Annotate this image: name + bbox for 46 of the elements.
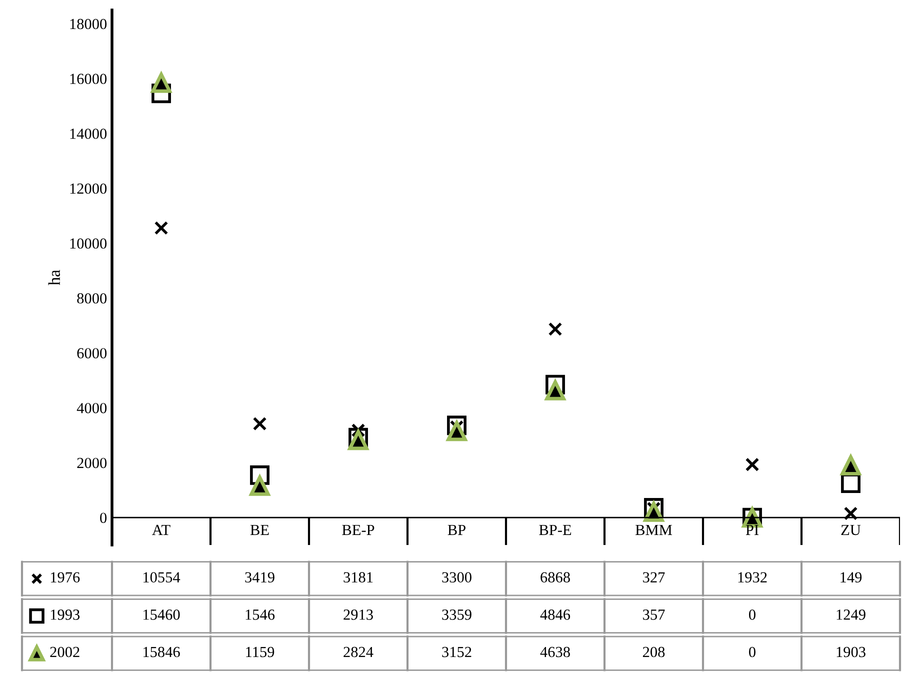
data-label: 15846 xyxy=(143,646,180,658)
x-tick-label: BP xyxy=(448,524,466,535)
y-tick-label: 0 xyxy=(100,512,107,524)
data-label: 327 xyxy=(643,572,665,582)
data-label: 1903 xyxy=(836,646,866,658)
data-label: 3181 xyxy=(344,572,373,582)
data-label: 3152 xyxy=(442,646,472,658)
data-label: 10554 xyxy=(143,572,180,582)
x-tick-label: BE-P xyxy=(342,524,374,535)
y-tick-label: 10000 xyxy=(70,238,107,249)
legend-label: 1993 xyxy=(50,610,80,620)
legend-label: 1976 xyxy=(50,572,80,582)
data-label: 4846 xyxy=(540,610,570,620)
data-label: 0 xyxy=(749,646,756,658)
x-tick-label: AT xyxy=(152,524,170,535)
y-axis-title: ha xyxy=(48,270,60,286)
y-tick-label: 4000 xyxy=(76,402,107,414)
x-tick-label: BMM xyxy=(636,524,672,535)
data-label: 3300 xyxy=(442,572,472,582)
x-tick-label: PI xyxy=(746,524,759,535)
data-label: 4638 xyxy=(540,646,570,658)
data-label: 3359 xyxy=(442,610,472,620)
data-label: 0 xyxy=(749,610,756,620)
y-tick-label: 8000 xyxy=(77,293,107,304)
data-label: 2913 xyxy=(344,610,373,620)
x-tick-label: BP-E xyxy=(539,524,572,535)
x-tick-label: ZU xyxy=(841,524,861,536)
y-tick-label: 14000 xyxy=(70,128,107,139)
x-tick-label: BE xyxy=(250,524,269,535)
y-tick-label: 2000 xyxy=(77,458,107,468)
data-label: 15460 xyxy=(143,610,180,620)
y-tick-label: 16000 xyxy=(70,74,107,84)
y-tick-label: 12000 xyxy=(70,183,107,194)
y-tick-label: 18000 xyxy=(70,18,107,30)
y-tick-label: 6000 xyxy=(77,348,107,358)
data-label: 6868 xyxy=(540,572,570,582)
data-label: 208 xyxy=(642,646,665,658)
data-label: 149 xyxy=(840,572,862,582)
data-label: 1932 xyxy=(738,572,767,582)
data-label: 1159 xyxy=(246,646,274,658)
data-label: 1546 xyxy=(246,610,275,620)
data-label: 1249 xyxy=(836,610,866,620)
data-label: 357 xyxy=(643,610,665,620)
data-label: 3419 xyxy=(245,572,274,582)
legend-label: 2002 xyxy=(50,646,80,658)
data-label: 2824 xyxy=(344,646,374,658)
